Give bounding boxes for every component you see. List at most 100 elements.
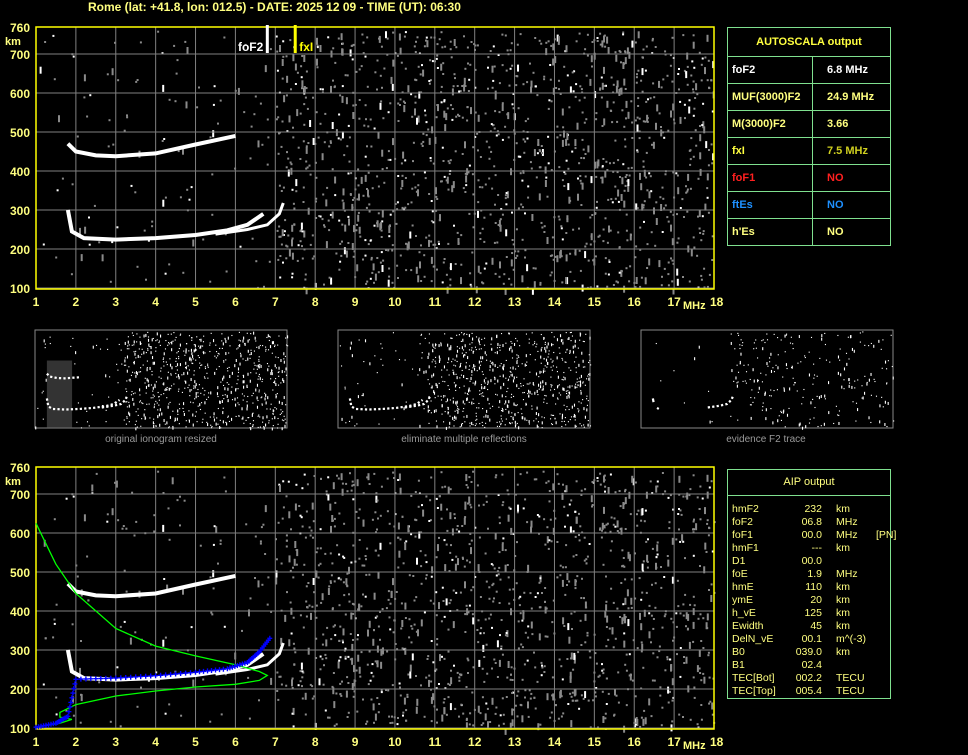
noise-dot xyxy=(475,419,477,421)
noise-dot xyxy=(499,346,501,348)
noise-dot xyxy=(397,120,400,122)
noise-dot xyxy=(821,334,823,338)
noise-dot xyxy=(664,613,667,616)
noise-dot xyxy=(252,402,254,404)
noise-dot xyxy=(573,652,576,660)
noise-dot xyxy=(304,96,307,99)
aip-param: hmF2 xyxy=(732,503,759,515)
noise-dot xyxy=(416,36,419,39)
noise-dot xyxy=(463,385,465,387)
noise-dot xyxy=(529,697,532,700)
noise-dot xyxy=(617,159,620,162)
noise-dot xyxy=(580,333,582,335)
noise-dot xyxy=(467,378,469,380)
noise-dot xyxy=(692,91,695,94)
noise-dot xyxy=(563,387,565,391)
noise-dot xyxy=(589,243,592,246)
noise-dot xyxy=(362,393,364,397)
noise-dot xyxy=(447,343,449,347)
noise-dot xyxy=(570,720,573,728)
noise-dot xyxy=(522,171,525,174)
aip-row: ymE 20 km xyxy=(732,594,906,607)
noise-dot xyxy=(605,604,608,612)
noise-dot xyxy=(126,369,128,373)
noise-dot xyxy=(383,181,386,184)
noise-dot xyxy=(449,263,452,271)
noise-dot xyxy=(569,671,572,679)
noise-dot xyxy=(635,277,638,284)
noise-dot xyxy=(698,345,700,349)
noise-dot xyxy=(590,495,593,503)
noise-dot xyxy=(507,661,510,668)
noise-dot xyxy=(145,352,147,354)
y-tick-label: 100 xyxy=(10,722,30,736)
noise-dot xyxy=(411,187,414,190)
noise-dot xyxy=(436,638,439,640)
noise-dot xyxy=(282,378,284,382)
noise-dot xyxy=(55,713,58,716)
noise-dot xyxy=(693,107,696,110)
x-tick-label: 9 xyxy=(352,295,359,309)
noise-dot xyxy=(841,385,843,389)
noise-dot xyxy=(686,52,689,60)
noise-dot xyxy=(252,420,255,422)
noise-dot xyxy=(443,539,446,542)
noise-dot xyxy=(603,506,605,514)
noise-dot xyxy=(126,355,129,359)
noise-dot xyxy=(247,357,249,361)
noise-dot xyxy=(215,422,217,426)
noise-dot xyxy=(324,112,327,115)
noise-dot xyxy=(510,673,512,676)
noise-dot xyxy=(538,166,541,169)
noise-dot xyxy=(429,499,432,502)
noise-dot xyxy=(610,198,613,201)
noise-dot xyxy=(275,577,278,585)
noise-dot xyxy=(640,650,643,653)
noise-dot xyxy=(499,375,501,377)
noise-dot xyxy=(371,271,374,274)
noise-dot xyxy=(702,232,705,235)
noise-dot xyxy=(311,234,314,237)
noise-dot xyxy=(249,157,252,160)
noise-dot xyxy=(441,281,444,284)
noise-dot xyxy=(458,334,460,336)
noise-dot xyxy=(607,273,610,276)
noise-dot xyxy=(619,88,622,90)
noise-dot xyxy=(117,369,119,371)
noise-dot xyxy=(117,382,119,384)
noise-dot xyxy=(854,380,856,382)
noise-dot xyxy=(459,387,461,389)
noise-dot xyxy=(533,149,536,157)
noise-dot xyxy=(203,394,205,396)
noise-dot xyxy=(557,482,560,485)
noise-dot xyxy=(174,420,176,422)
noise-dot xyxy=(328,585,331,588)
noise-dot xyxy=(164,272,167,275)
noise-dot xyxy=(696,93,699,96)
noise-dot xyxy=(147,348,149,350)
noise-dot xyxy=(478,536,481,539)
noise-dot xyxy=(463,77,466,85)
noise-dot xyxy=(140,425,142,427)
noise-dot xyxy=(159,408,161,412)
noise-dot xyxy=(72,696,74,704)
noise-dot xyxy=(128,401,130,403)
noise-dot xyxy=(464,613,467,616)
noise-dot xyxy=(130,184,133,187)
noise-dot xyxy=(272,413,275,415)
noise-dot xyxy=(457,113,459,116)
noise-dot xyxy=(176,499,179,502)
noise-dot xyxy=(55,696,58,699)
noise-dot xyxy=(563,625,566,627)
noise-dot xyxy=(620,87,623,95)
noise-dot xyxy=(128,344,130,346)
noise-dot xyxy=(139,401,141,403)
noise-dot xyxy=(675,625,678,628)
noise-dot xyxy=(184,354,186,356)
noise-dot xyxy=(669,494,672,497)
noise-dot xyxy=(483,395,485,397)
noise-dot xyxy=(153,423,155,425)
noise-dot xyxy=(687,173,690,181)
noise-dot xyxy=(489,365,491,369)
noise-dot xyxy=(135,427,137,431)
